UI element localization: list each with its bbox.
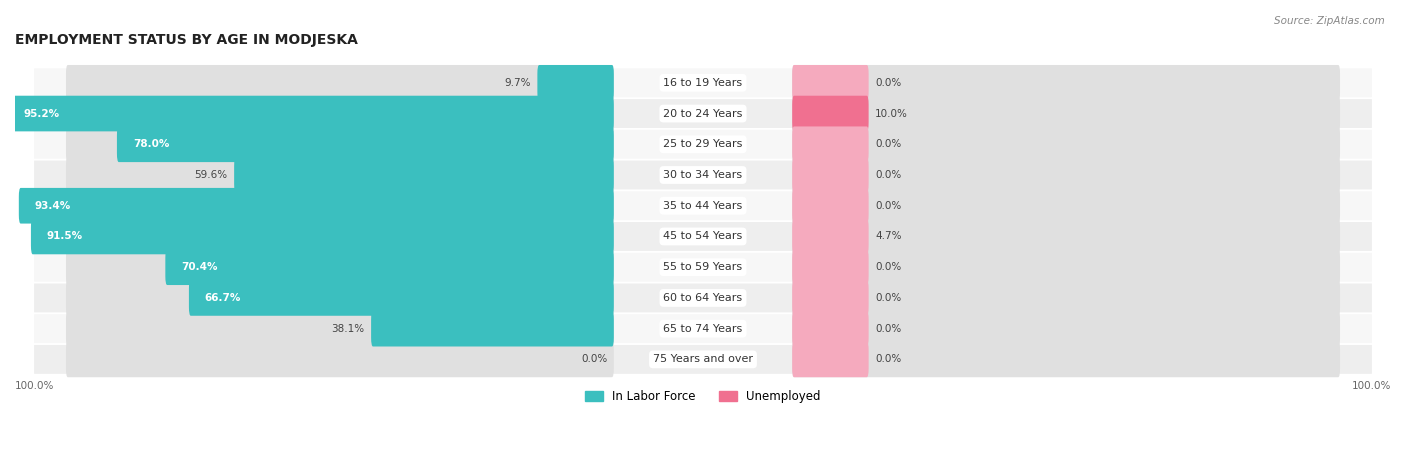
FancyBboxPatch shape [34,130,1372,159]
FancyBboxPatch shape [34,222,1372,251]
FancyBboxPatch shape [792,157,869,193]
FancyBboxPatch shape [792,341,869,377]
FancyBboxPatch shape [66,341,614,377]
FancyBboxPatch shape [166,249,614,285]
FancyBboxPatch shape [792,96,869,131]
FancyBboxPatch shape [66,157,614,193]
Text: 95.2%: 95.2% [24,109,59,119]
FancyBboxPatch shape [792,126,869,162]
Text: 16 to 19 Years: 16 to 19 Years [664,78,742,88]
FancyBboxPatch shape [34,99,1372,128]
FancyBboxPatch shape [792,311,869,346]
Text: 0.0%: 0.0% [875,262,901,272]
FancyBboxPatch shape [34,191,1372,220]
Text: 66.7%: 66.7% [205,293,242,303]
Legend: In Labor Force, Unemployed: In Labor Force, Unemployed [581,385,825,408]
FancyBboxPatch shape [66,188,614,224]
FancyBboxPatch shape [792,188,869,224]
FancyBboxPatch shape [792,188,1340,224]
FancyBboxPatch shape [792,249,1340,285]
FancyBboxPatch shape [34,284,1372,313]
FancyBboxPatch shape [117,126,614,162]
FancyBboxPatch shape [34,314,1372,343]
Text: 9.7%: 9.7% [505,78,531,88]
FancyBboxPatch shape [34,161,1372,189]
FancyBboxPatch shape [792,126,1340,162]
Text: 91.5%: 91.5% [46,231,83,241]
Text: 4.7%: 4.7% [875,231,901,241]
Text: 0.0%: 0.0% [875,170,901,180]
FancyBboxPatch shape [792,249,869,285]
FancyBboxPatch shape [792,219,1340,254]
Text: 30 to 34 Years: 30 to 34 Years [664,170,742,180]
FancyBboxPatch shape [7,96,614,131]
Text: Source: ZipAtlas.com: Source: ZipAtlas.com [1274,16,1385,26]
FancyBboxPatch shape [792,280,1340,316]
FancyBboxPatch shape [188,280,614,316]
Text: 59.6%: 59.6% [194,170,228,180]
FancyBboxPatch shape [537,65,614,101]
Text: 0.0%: 0.0% [581,354,607,364]
FancyBboxPatch shape [792,65,1340,101]
Text: 0.0%: 0.0% [875,293,901,303]
FancyBboxPatch shape [66,249,614,285]
Text: 78.0%: 78.0% [132,139,169,149]
Text: 55 to 59 Years: 55 to 59 Years [664,262,742,272]
FancyBboxPatch shape [66,280,614,316]
FancyBboxPatch shape [792,311,1340,346]
FancyBboxPatch shape [792,96,1340,131]
FancyBboxPatch shape [235,157,614,193]
Text: EMPLOYMENT STATUS BY AGE IN MODJESKA: EMPLOYMENT STATUS BY AGE IN MODJESKA [15,33,359,47]
Text: 25 to 29 Years: 25 to 29 Years [664,139,742,149]
Text: 10.0%: 10.0% [875,109,908,119]
FancyBboxPatch shape [792,219,869,254]
FancyBboxPatch shape [34,253,1372,281]
FancyBboxPatch shape [66,311,614,346]
FancyBboxPatch shape [66,219,614,254]
Text: 65 to 74 Years: 65 to 74 Years [664,324,742,334]
Text: 0.0%: 0.0% [875,201,901,211]
Text: 0.0%: 0.0% [875,324,901,334]
Text: 20 to 24 Years: 20 to 24 Years [664,109,742,119]
FancyBboxPatch shape [31,219,614,254]
FancyBboxPatch shape [18,188,614,224]
Text: 0.0%: 0.0% [875,78,901,88]
Text: 100.0%: 100.0% [1351,381,1391,391]
FancyBboxPatch shape [792,157,1340,193]
FancyBboxPatch shape [34,69,1372,97]
Text: 75 Years and over: 75 Years and over [652,354,754,364]
Text: 35 to 44 Years: 35 to 44 Years [664,201,742,211]
Text: 60 to 64 Years: 60 to 64 Years [664,293,742,303]
Text: 45 to 54 Years: 45 to 54 Years [664,231,742,241]
FancyBboxPatch shape [34,345,1372,374]
FancyBboxPatch shape [371,311,614,346]
FancyBboxPatch shape [792,341,1340,377]
Text: 100.0%: 100.0% [15,381,55,391]
FancyBboxPatch shape [66,126,614,162]
FancyBboxPatch shape [792,65,869,101]
Text: 0.0%: 0.0% [875,354,901,364]
Text: 38.1%: 38.1% [332,324,364,334]
Text: 70.4%: 70.4% [181,262,218,272]
Text: 0.0%: 0.0% [875,139,901,149]
FancyBboxPatch shape [66,65,614,101]
FancyBboxPatch shape [792,280,869,316]
Text: 93.4%: 93.4% [35,201,70,211]
FancyBboxPatch shape [66,96,614,131]
